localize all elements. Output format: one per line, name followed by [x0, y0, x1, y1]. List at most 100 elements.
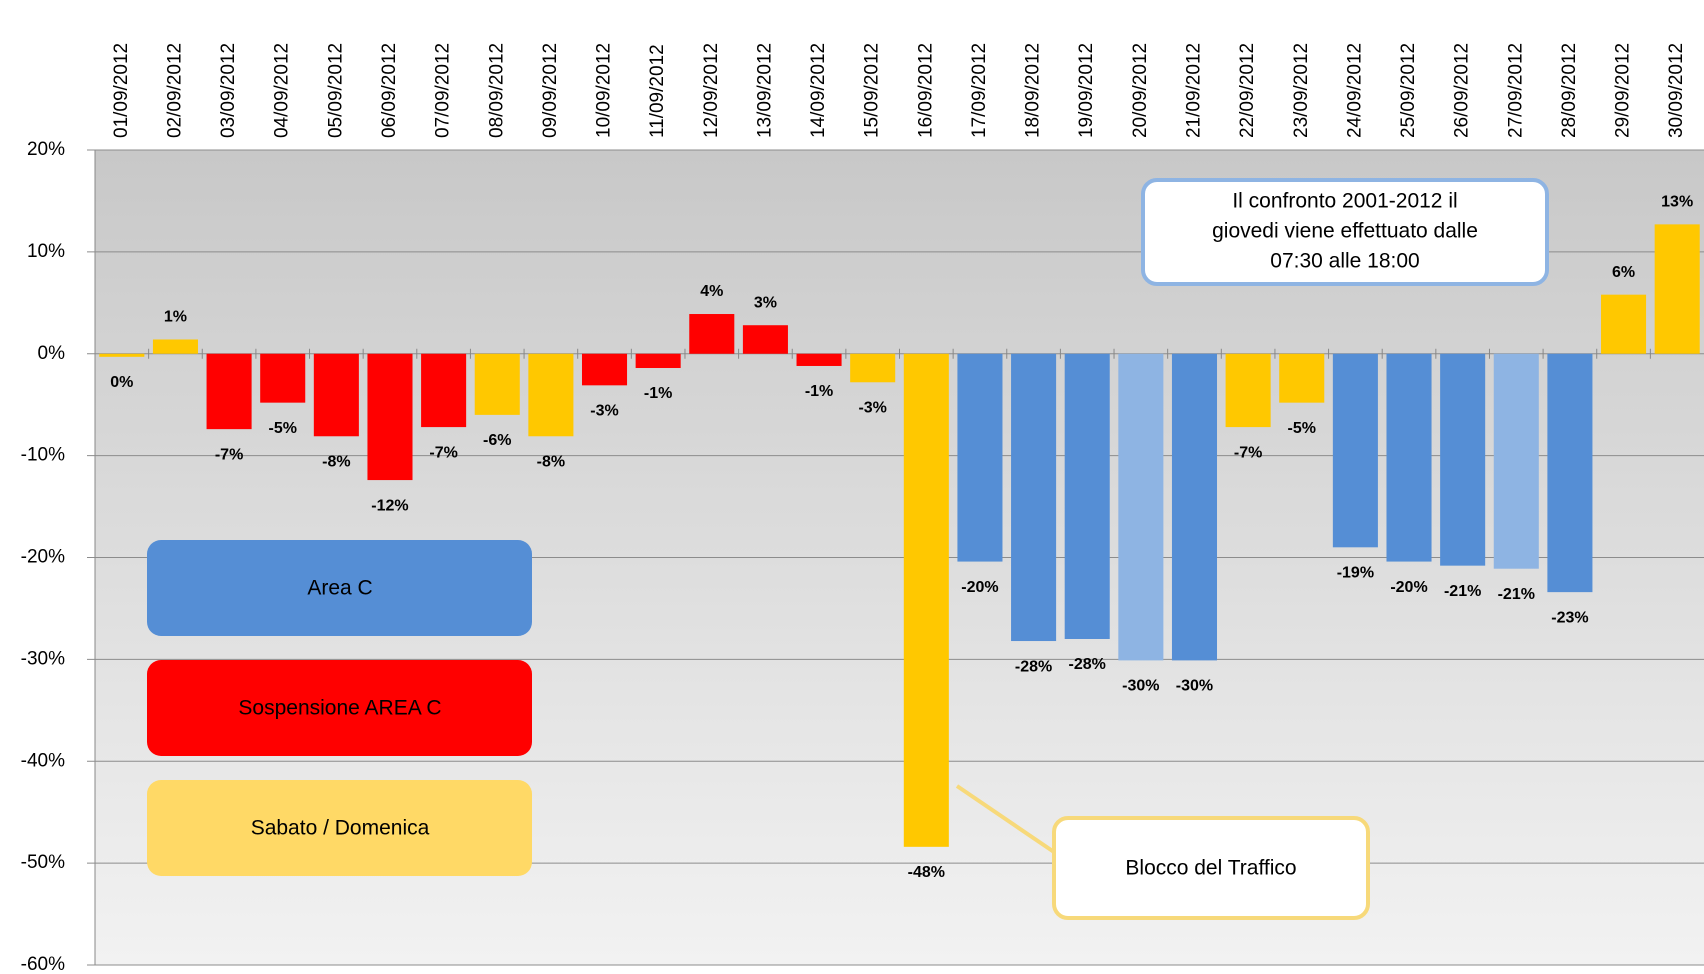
- bar: [260, 353, 306, 403]
- annotation-box: [1141, 178, 1549, 286]
- legend-swatch: [147, 780, 532, 876]
- bar: [152, 339, 198, 354]
- x-tick-label: 10/09/2012: [594, 43, 615, 138]
- bar: [796, 353, 842, 366]
- bar: [1654, 224, 1700, 354]
- bar: [206, 353, 252, 430]
- x-tick-label: 26/09/2012: [1452, 43, 1473, 138]
- value-label: -1%: [644, 385, 672, 402]
- bar: [1601, 294, 1647, 354]
- value-label: -23%: [1551, 609, 1588, 626]
- bar: [1011, 353, 1057, 642]
- x-tick-label: 14/09/2012: [808, 43, 829, 138]
- callout-line: [955, 784, 1056, 854]
- bar: [635, 353, 681, 369]
- value-label: -3%: [590, 403, 618, 420]
- value-label: -12%: [371, 497, 408, 514]
- value-label: -28%: [1069, 656, 1106, 673]
- bar: [1171, 353, 1218, 661]
- x-tick-label: 17/09/2012: [969, 43, 990, 138]
- x-tick-label: 11/09/2012: [647, 44, 668, 138]
- bar: [474, 353, 520, 415]
- value-label: -20%: [961, 579, 998, 596]
- value-label: -6%: [483, 432, 511, 449]
- bar: [367, 353, 413, 481]
- bar: [581, 353, 628, 386]
- y-tick-label: -10%: [21, 445, 65, 466]
- value-label: -8%: [537, 453, 565, 470]
- bar: [742, 325, 788, 354]
- x-tick-label: 07/09/2012: [433, 43, 454, 138]
- value-label: -20%: [1390, 579, 1427, 596]
- bar: [313, 353, 359, 437]
- bar: [1332, 353, 1378, 548]
- y-tick-label: 10%: [27, 241, 65, 262]
- value-label: 1%: [164, 309, 187, 326]
- x-tick-label: 05/09/2012: [325, 43, 346, 138]
- x-tick-label: 02/09/2012: [164, 43, 185, 138]
- x-tick-label: 25/09/2012: [1398, 43, 1419, 138]
- bar: [850, 353, 896, 383]
- value-label: 3%: [754, 294, 777, 311]
- x-tick-label: 03/09/2012: [218, 43, 239, 138]
- value-label: -3%: [858, 399, 886, 416]
- annotation-text: giovedi viene effettuato dalle: [1212, 220, 1478, 243]
- bar: [689, 314, 735, 354]
- x-tick-label: 08/09/2012: [486, 43, 507, 138]
- x-tick-label: 23/09/2012: [1291, 43, 1312, 138]
- y-tick-label: 0%: [38, 343, 66, 364]
- x-tick-label: 19/09/2012: [1076, 43, 1097, 138]
- x-tick-label: 15/09/2012: [862, 43, 883, 138]
- value-label: -30%: [1176, 678, 1213, 695]
- y-tick-label: -60%: [21, 954, 65, 974]
- value-label: -28%: [1015, 658, 1052, 675]
- x-tick-label: 12/09/2012: [701, 43, 722, 138]
- legend-swatch: [147, 660, 532, 756]
- value-label: -7%: [1234, 444, 1262, 461]
- x-tick-label: 22/09/2012: [1237, 43, 1258, 138]
- legend-label: Sabato / Domenica: [251, 817, 430, 840]
- x-tick-label: 20/09/2012: [1130, 43, 1151, 138]
- value-label: -7%: [215, 446, 243, 463]
- x-tick-label: 13/09/2012: [754, 43, 775, 138]
- value-label: -1%: [805, 383, 833, 400]
- value-label: -5%: [1288, 420, 1316, 437]
- value-label: -30%: [1122, 678, 1159, 695]
- y-tick-label: -50%: [21, 852, 65, 873]
- value-label: -48%: [908, 864, 945, 881]
- value-label: 13%: [1661, 194, 1693, 211]
- x-tick-label: 04/09/2012: [272, 43, 293, 138]
- x-tick-label: 29/09/2012: [1613, 43, 1634, 138]
- bar: [1386, 353, 1432, 562]
- x-tick-label: 24/09/2012: [1344, 43, 1365, 138]
- bar: [1440, 353, 1486, 566]
- x-tick-label: 16/09/2012: [915, 43, 936, 138]
- bar: [1279, 353, 1325, 403]
- x-tick-label: 18/09/2012: [1023, 43, 1044, 138]
- bar: [99, 353, 145, 357]
- value-label: -21%: [1444, 583, 1481, 600]
- x-tick-label: 21/09/2012: [1183, 43, 1204, 138]
- value-label: -8%: [322, 453, 350, 470]
- legend-label: Sospensione AREA C: [238, 697, 441, 720]
- y-tick-label: -20%: [21, 547, 65, 568]
- bar: [1118, 353, 1164, 661]
- bar: [903, 353, 949, 847]
- legend-label: Area C: [307, 577, 372, 600]
- y-tick-label: -40%: [21, 750, 65, 771]
- value-label: 0%: [110, 374, 133, 391]
- value-label: 6%: [1612, 264, 1635, 281]
- bar: [957, 353, 1003, 562]
- bar: [1547, 353, 1593, 593]
- bar: [528, 353, 574, 437]
- x-tick-label: 27/09/2012: [1505, 43, 1526, 138]
- bar: [421, 353, 467, 428]
- x-tick-label: 06/09/2012: [379, 43, 400, 138]
- y-tick-label: -30%: [21, 648, 65, 669]
- x-tick-label: 30/09/2012: [1666, 43, 1687, 138]
- value-label: -21%: [1498, 586, 1535, 603]
- bar: [1225, 353, 1271, 428]
- x-tick-label: 28/09/2012: [1559, 43, 1580, 138]
- value-label: -19%: [1337, 565, 1374, 582]
